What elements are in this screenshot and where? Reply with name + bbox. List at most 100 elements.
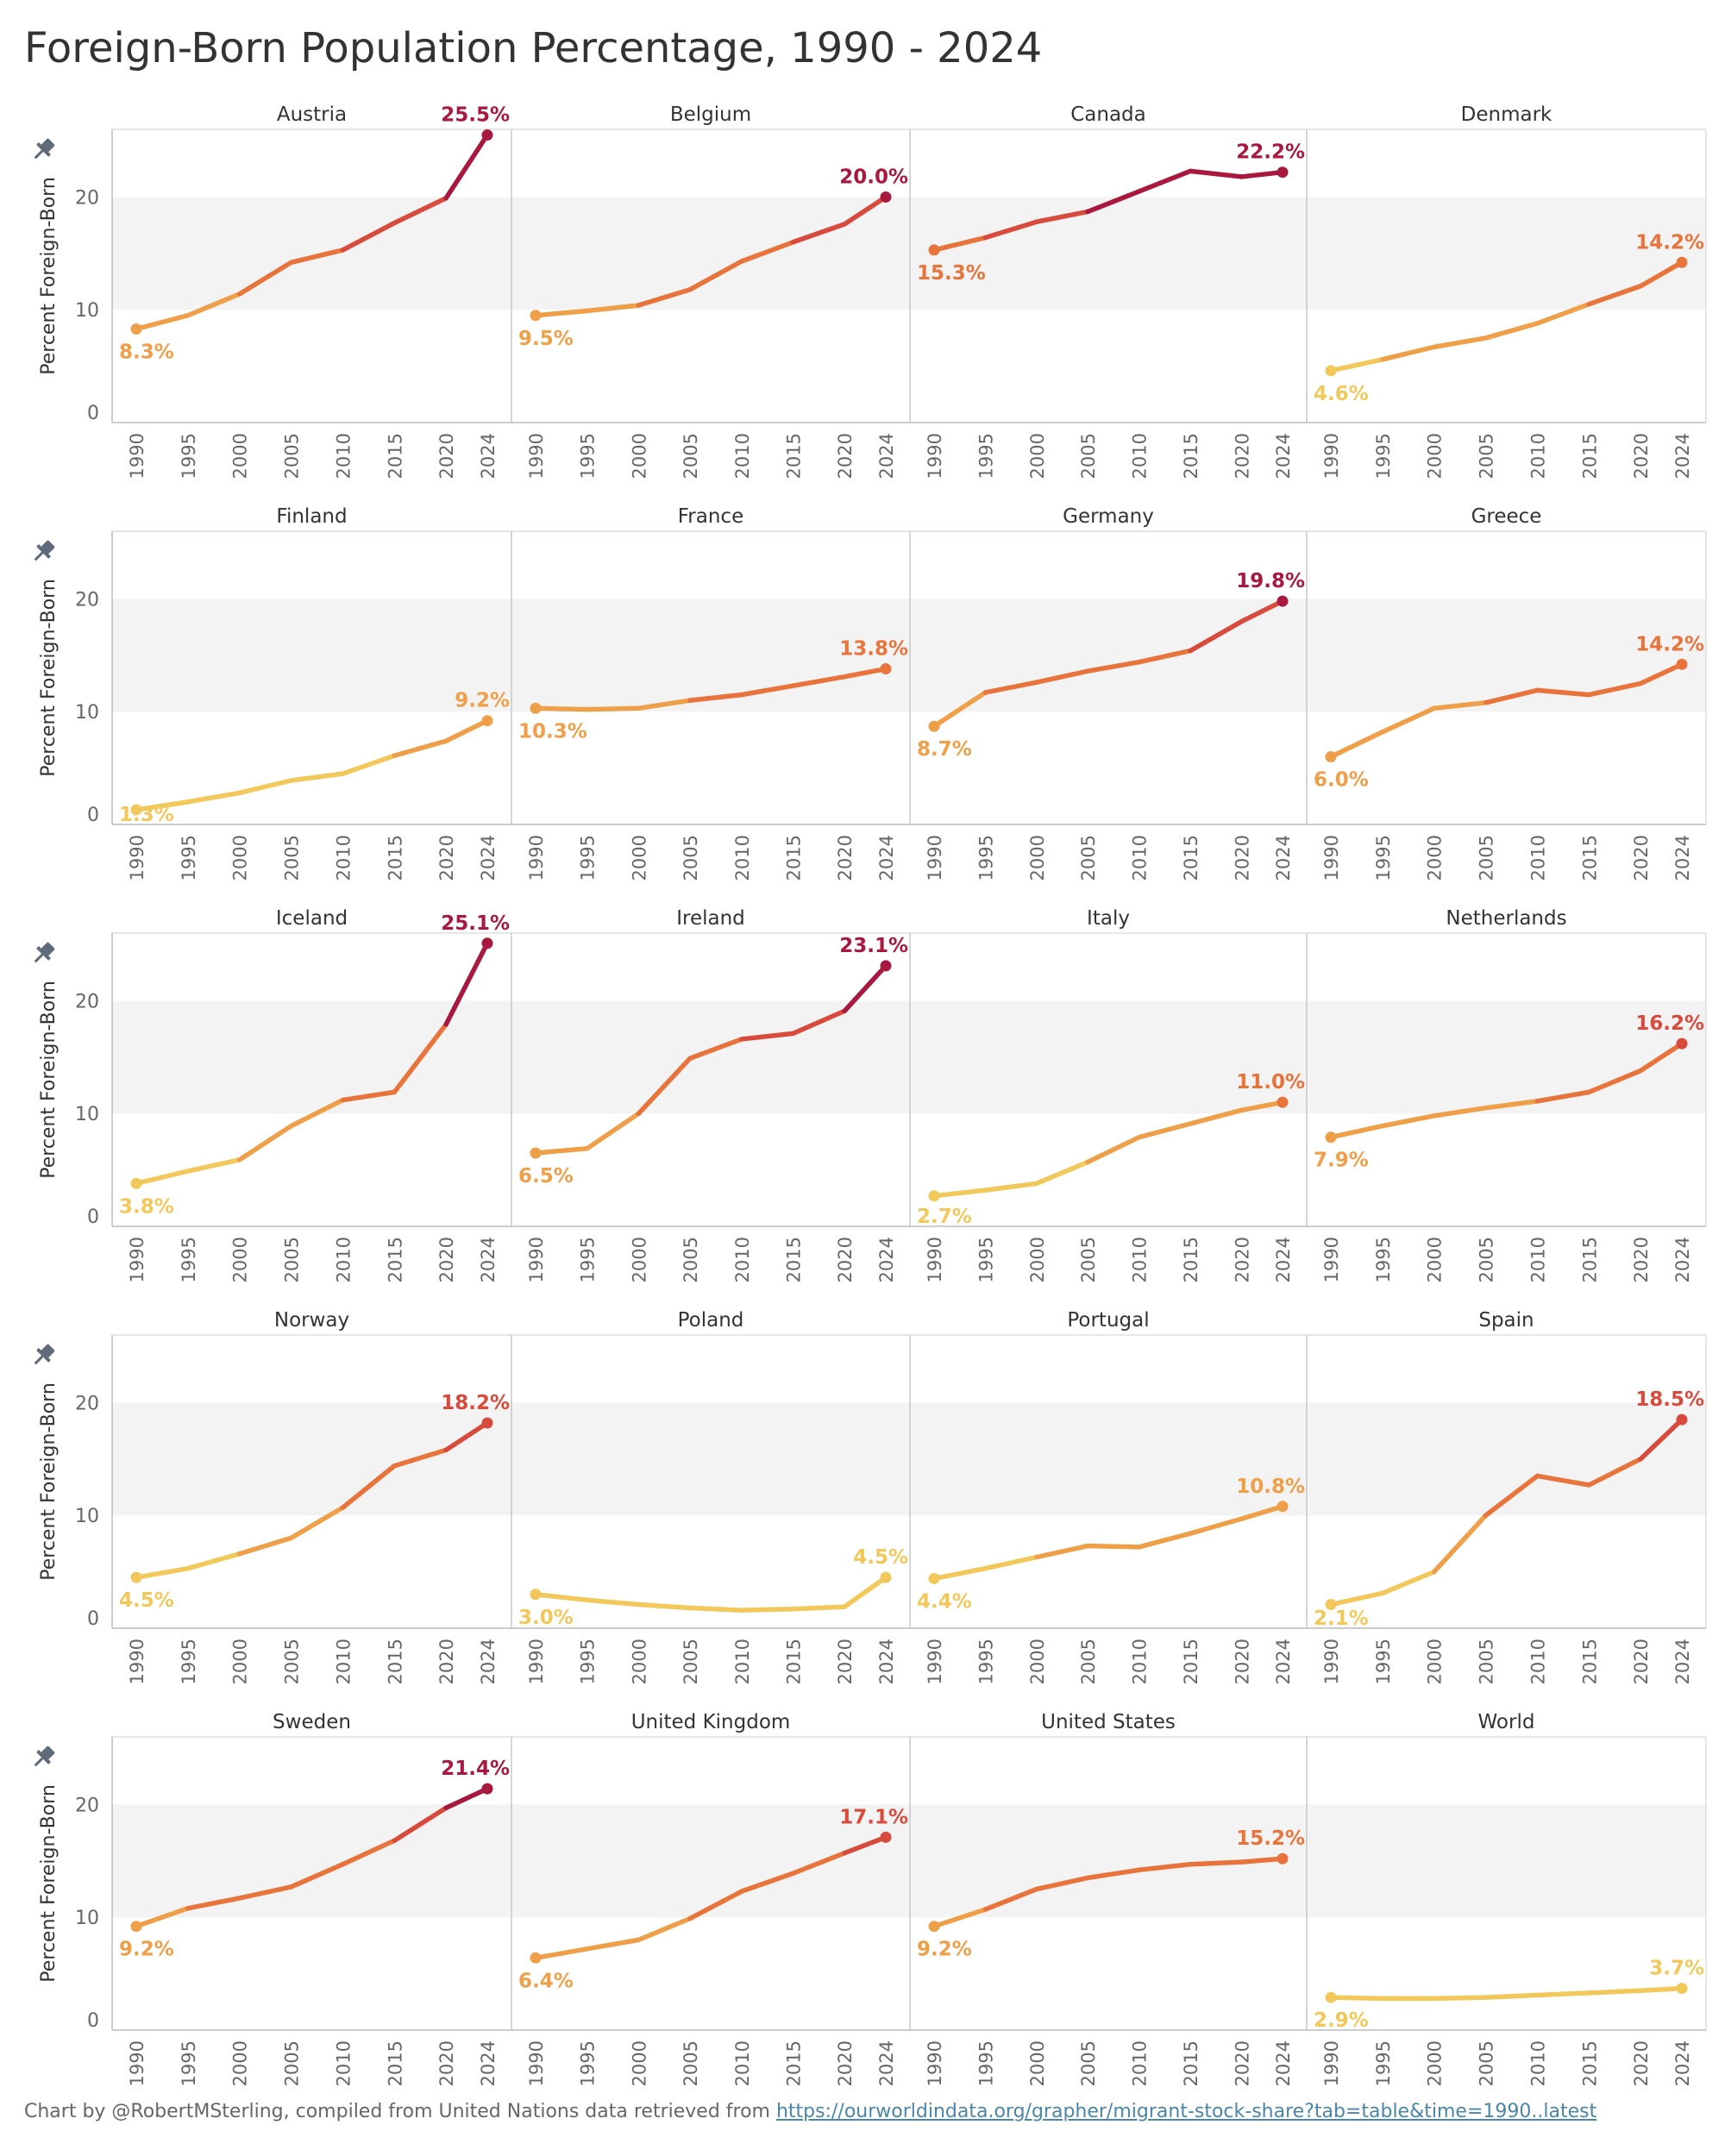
x-tick-label: 2020	[1232, 433, 1252, 479]
end-point[interactable]	[481, 937, 493, 950]
start-value-label: 1.3%	[119, 804, 174, 826]
x-tick-label: 2024	[478, 2040, 499, 2086]
series-line-segment	[392, 1805, 448, 1844]
end-point[interactable]	[880, 663, 892, 675]
x-tick-label: 1995	[179, 835, 199, 881]
start-point[interactable]	[928, 244, 940, 256]
start-point[interactable]	[530, 1147, 542, 1159]
pin-icon[interactable]	[29, 135, 58, 164]
start-value-label: 6.0%	[1314, 769, 1369, 792]
end-point[interactable]	[1676, 658, 1688, 670]
start-point[interactable]	[130, 1177, 142, 1189]
pin-icon[interactable]	[29, 1743, 58, 1771]
pin-icon[interactable]	[29, 537, 58, 566]
series-line-segment	[739, 1871, 796, 1894]
series-line-segment	[340, 1463, 398, 1510]
start-point[interactable]	[1325, 1131, 1337, 1144]
end-point[interactable]	[1276, 166, 1289, 179]
x-tick-label: 2020	[436, 1639, 457, 1684]
start-point[interactable]	[530, 310, 542, 322]
series-line-segment	[1431, 1513, 1489, 1575]
start-point[interactable]	[130, 1921, 142, 1933]
x-tick-label: 2010	[333, 433, 354, 479]
x-tick-label: 2010	[1130, 1639, 1151, 1684]
end-point[interactable]	[1276, 595, 1289, 607]
x-tick-label: 2024	[876, 433, 897, 479]
series-line-segment	[1085, 1867, 1142, 1881]
start-point[interactable]	[130, 804, 142, 816]
x-tick-label: 2024	[1672, 1237, 1693, 1282]
end-point[interactable]	[880, 1831, 892, 1843]
start-point[interactable]	[1325, 1991, 1337, 2003]
series-line-segment	[932, 1188, 988, 1199]
start-point[interactable]	[130, 1571, 142, 1583]
start-point[interactable]	[130, 323, 142, 335]
reference-band	[1307, 1000, 1706, 1114]
x-tick-label: 1990	[526, 1639, 547, 1684]
panel-title: Ireland	[676, 907, 745, 930]
series-line-segment	[1034, 668, 1090, 685]
start-point[interactable]	[530, 1589, 542, 1601]
x-tick-label: 2000	[230, 433, 251, 479]
start-point[interactable]	[1325, 1599, 1337, 1611]
x-tick-label: 2015	[1579, 1237, 1600, 1282]
x-tick-label: 2024	[1273, 835, 1294, 881]
end-point[interactable]	[1276, 1096, 1289, 1108]
x-tick-label: 1995	[179, 1639, 199, 1684]
series-line-segment	[1586, 284, 1643, 307]
series-line-segment	[340, 1089, 398, 1103]
end-point[interactable]	[1676, 1413, 1688, 1426]
x-tick-label: 2000	[1425, 2040, 1446, 2086]
x-tick-label: 2020	[1631, 1237, 1652, 1282]
start-point[interactable]	[928, 1921, 940, 1933]
x-tick-label: 2024	[1672, 1639, 1693, 1684]
x-tick-label: 2005	[282, 2040, 303, 2086]
start-point[interactable]	[530, 1952, 542, 1964]
end-point[interactable]	[1676, 256, 1688, 268]
series-line-segment	[1638, 661, 1684, 686]
start-value-label: 8.3%	[119, 341, 174, 363]
series-line-segment	[1239, 1504, 1285, 1521]
series-line-segment	[533, 1592, 590, 1603]
start-point[interactable]	[1325, 751, 1337, 763]
end-point[interactable]	[1676, 1983, 1688, 1995]
reference-band	[112, 197, 511, 310]
panel-denmark: Denmark 1990 1995 2000 2005 2010 2015 2020 2024 4…	[1306, 103, 1707, 479]
pin-icon[interactable]	[29, 939, 58, 968]
series-line-segment	[1380, 1113, 1437, 1129]
end-point[interactable]	[481, 1417, 493, 1429]
series-line-segment	[340, 1838, 398, 1867]
y-axis-label: Percent Foreign-Born	[38, 1784, 60, 1983]
panel-title: Denmark	[1461, 103, 1552, 126]
x-tick-label: 2020	[835, 1639, 856, 1684]
end-point[interactable]	[1676, 1037, 1688, 1050]
end-point[interactable]	[880, 191, 892, 203]
series-line-segment	[185, 291, 242, 318]
series-line-segment	[443, 1420, 490, 1453]
x-tick-label: 2015	[784, 433, 805, 479]
pin-icon[interactable]	[29, 1341, 58, 1369]
y-tick-label: 0	[87, 403, 99, 424]
end-point[interactable]	[1276, 1852, 1289, 1865]
end-point[interactable]	[880, 1571, 892, 1583]
series-line-segment	[1136, 168, 1193, 194]
series-line-segment	[932, 235, 988, 253]
end-point[interactable]	[481, 715, 493, 727]
x-tick-label: 2010	[1130, 2040, 1151, 2086]
x-tick-label: 2015	[1579, 433, 1600, 479]
end-point[interactable]	[481, 1783, 493, 1795]
start-point[interactable]	[928, 1572, 940, 1584]
start-point[interactable]	[928, 1190, 940, 1202]
start-point[interactable]	[1325, 365, 1337, 377]
end-point[interactable]	[481, 129, 493, 141]
series-line-segment	[739, 683, 796, 698]
x-tick-label: 2024	[478, 433, 499, 479]
y-tick-label: 10	[75, 702, 99, 724]
end-point[interactable]	[880, 960, 892, 972]
source-link[interactable]: https://ourworldindata.org/grapher/migra…	[775, 2101, 1597, 2122]
start-point[interactable]	[530, 702, 542, 714]
row-3: Percent Foreign-Born 0 10 20	[29, 939, 99, 1228]
row-1: Percent Foreign-Born 0 10 20	[29, 135, 99, 424]
start-point[interactable]	[928, 720, 940, 732]
end-point[interactable]	[1276, 1501, 1289, 1513]
